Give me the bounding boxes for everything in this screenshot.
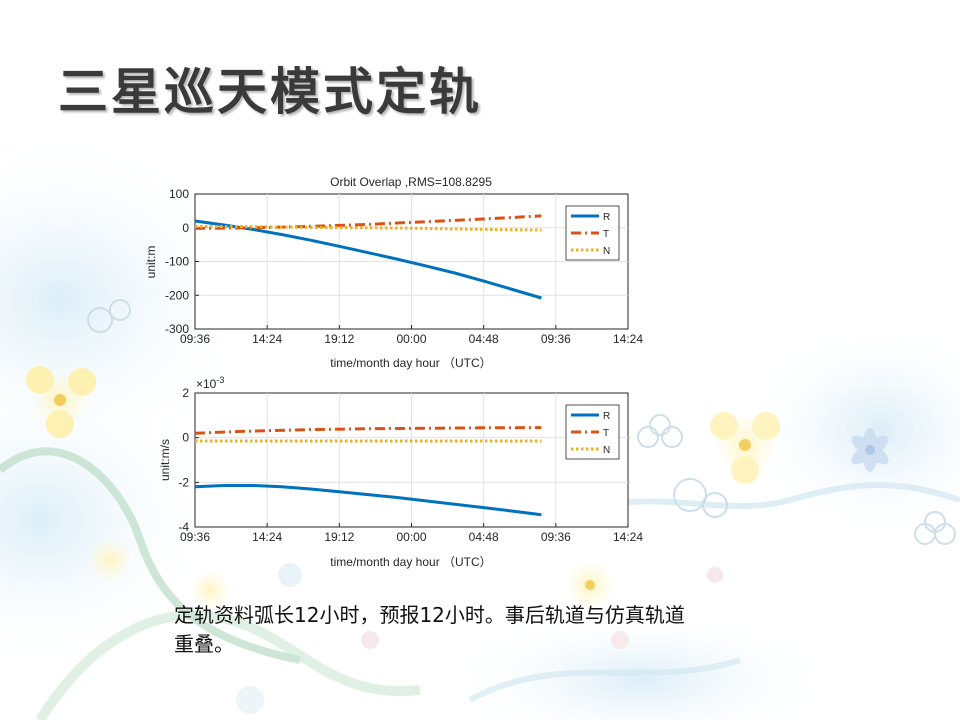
x-tick-label: 14:24: [252, 332, 282, 346]
y-tick-label: -200: [165, 288, 189, 302]
series-lines: [194, 214, 542, 300]
legend-label-n: N: [603, 246, 610, 257]
x-tick-label: 00:00: [396, 530, 426, 544]
y-axis-label: unit:m: [144, 246, 158, 279]
y-tick-label: 100: [169, 187, 189, 201]
legend-label-n: N: [603, 445, 610, 456]
x-axis-label: time/month day hour （UTC）: [330, 555, 491, 569]
y-tick-label: -300: [165, 322, 189, 336]
y-tick-label: -2: [178, 475, 189, 489]
orbit-position-chart: 09:36 14:24 19:12 00:00 04:48 09:36 14:24 100 0 -…: [138, 170, 668, 384]
y-tick-label: 0: [182, 221, 189, 235]
legend-label-t: T: [603, 229, 609, 240]
axis-ticks: 09:36 14:24 19:12 00:00 04:48 09:36 14:24 100 0 -…: [165, 187, 643, 346]
y-tick-label: 2: [182, 386, 189, 400]
x-tick-label: 19:12: [324, 530, 354, 544]
x-tick-label: 04:48: [469, 530, 499, 544]
x-tick-label: 09:36: [180, 530, 210, 544]
series-lines: [194, 426, 542, 517]
legend-label-r: R: [603, 411, 610, 422]
x-tick-label: 14:24: [613, 332, 643, 346]
y-axis-label: unit:m/s: [158, 439, 172, 481]
y-tick-label: 0: [182, 431, 189, 445]
series-line-r: [194, 219, 542, 300]
grid-lines: [195, 393, 628, 527]
series-line-t: [194, 214, 542, 230]
x-tick-label: 19:12: [324, 332, 354, 346]
slide-title: 三星巡天模式定轨: [58, 63, 482, 121]
legend: RTN: [565, 205, 620, 261]
x-tick-label: 04:48: [469, 332, 499, 346]
series-line-t: [194, 426, 542, 435]
legend-label-r: R: [603, 212, 610, 223]
x-axis-label: time/month day hour （UTC）: [330, 356, 491, 370]
x-tick-label: 09:36: [180, 332, 210, 346]
caption-text: 定轨资料弧长12小时，预报12小时。事后轨道与仿真轨道重叠。: [174, 603, 685, 656]
x-tick-label: 09:36: [541, 530, 571, 544]
y-tick-label: -100: [165, 255, 189, 269]
axis-ticks: 09:36 14:24 19:12 00:00 04:48 09:36 14:24 2 0 -2 -…: [178, 386, 643, 544]
x-tick-label: 14:24: [613, 530, 643, 544]
y-exponent-label: ×10-3: [196, 375, 224, 391]
chart-title: Orbit Overlap ,RMS=108.8295: [330, 175, 492, 189]
x-tick-label: 09:36: [541, 332, 571, 346]
x-tick-label: 14:24: [252, 530, 282, 544]
y-tick-label: -4: [178, 520, 189, 534]
legend: RTN: [565, 404, 620, 460]
legend-label-t: T: [603, 428, 609, 439]
series-line-r: [194, 484, 542, 517]
x-tick-label: 00:00: [396, 332, 426, 346]
orbit-velocity-chart: 09:36 14:24 19:12 00:00 04:48 09:36 14:24 2 0 -2 -…: [138, 372, 668, 586]
